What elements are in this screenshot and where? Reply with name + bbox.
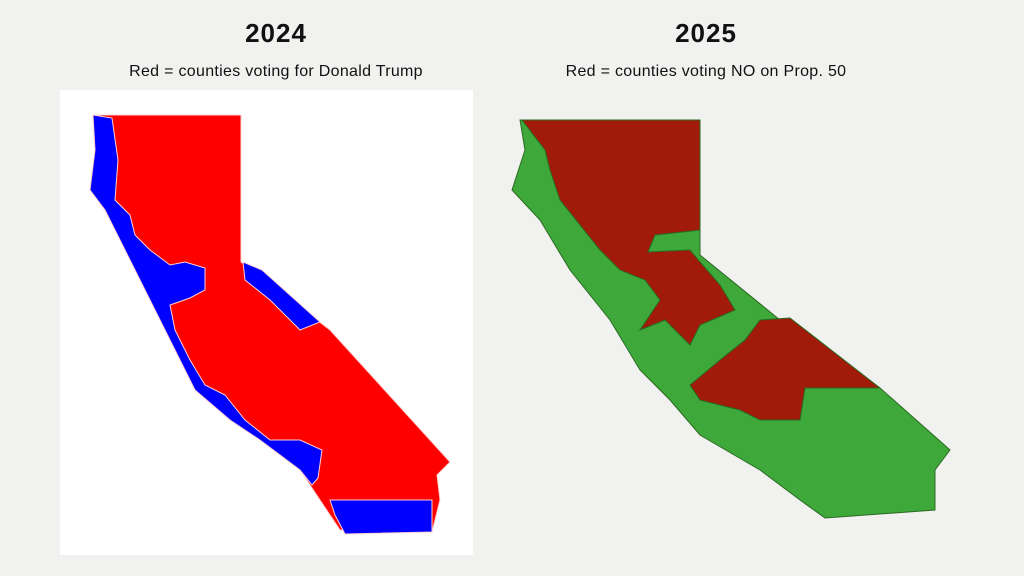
panel-caption: Red = counties voting NO on Prop. 50 <box>565 63 847 80</box>
map-2025 <box>511 119 951 519</box>
county-region <box>329 499 433 535</box>
panel-caption: Red = counties voting for Donald Trump <box>129 63 423 80</box>
panel-year: 2024 <box>245 18 307 48</box>
county-region <box>242 261 321 331</box>
panel-year: 2025 <box>675 18 737 48</box>
county-region <box>520 119 736 346</box>
county-region <box>89 114 323 486</box>
county-region <box>689 317 882 421</box>
map-2024 <box>89 114 451 535</box>
